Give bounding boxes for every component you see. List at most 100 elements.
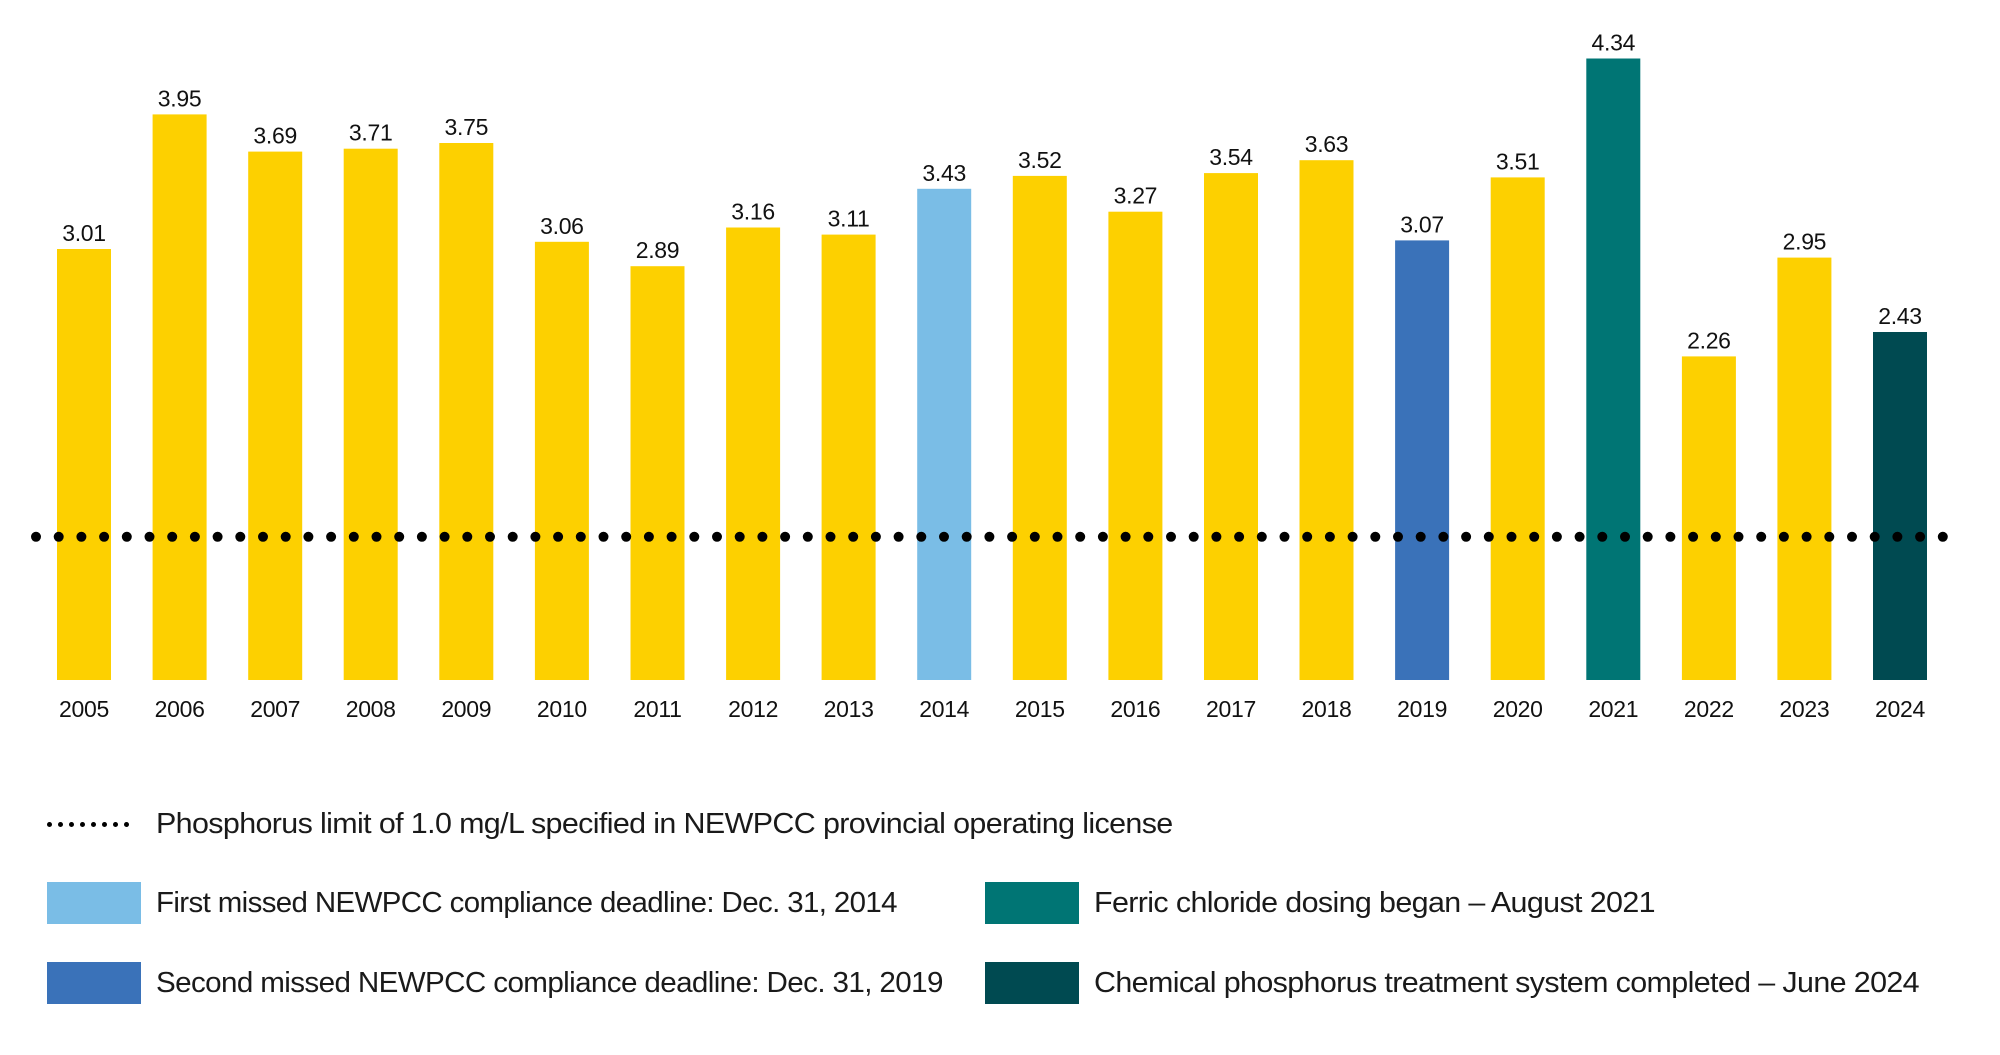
reference-line-dot [1166,531,1176,542]
bar-2010 [534,241,589,681]
bar-2019 [1395,240,1450,680]
x-tick-label-2023: 2023 [1779,696,1829,722]
x-tick-label-2010: 2010 [537,696,587,722]
reference-line-dot [1279,531,1290,542]
legend-dot [113,821,118,827]
legend-dot [102,821,107,827]
x-tick-label-2021: 2021 [1588,696,1638,722]
reference-line-dot [1847,531,1857,542]
legend-swatch-dark-teal [985,962,1079,1004]
legend-dot [91,821,96,827]
reference-line-dot [76,531,87,542]
reference-line-dot [1824,531,1835,542]
reference-line-dot [121,531,132,542]
reference-line-dot [575,531,586,542]
bar-2017 [1204,173,1258,680]
x-tick-label-2017: 2017 [1206,696,1256,722]
reference-line-dot [1461,531,1472,542]
x-tick-label-2008: 2008 [346,696,396,722]
reference-line-dot [1415,531,1426,542]
reference-line-dot [1029,531,1040,542]
reference-line-dot [1688,531,1699,542]
reference-line-dot [1778,531,1789,542]
x-tick-label-2015: 2015 [1015,696,1065,722]
value-label-2005: 3.01 [62,220,106,246]
reference-line-dot [757,531,768,542]
reference-line-dot [1756,531,1767,542]
x-tick-label-2019: 2019 [1397,696,1447,722]
bar-2015 [1012,175,1067,680]
x-tick-label-2011: 2011 [633,696,681,722]
value-label-2023: 2.95 [1783,229,1827,255]
value-label-2007: 3.69 [253,123,297,149]
reference-line-dot [167,531,178,542]
reference-line-dot [1710,531,1721,542]
x-tick-label-2012: 2012 [728,696,778,722]
x-axis-tick-labels: 2005 2006 2007 2008 2009 2010 2011 2012 2013 2014… [59,696,1926,722]
reference-line-dot [530,531,541,542]
legend-label: Chemical phosphorus treatment system com… [1094,966,1920,999]
bars-group [57,58,1927,681]
bar-2007 [248,151,303,681]
value-labels-group: 3.01 3.95 3.69 3.71 3.75 3.06 2.89 3.16 3.11 3.43… [62,30,1922,354]
reference-line-dot [916,531,927,542]
legend-label: Ferric chloride dosing began – August 20… [1094,886,1656,919]
bar-2012 [726,227,781,680]
reference-line-dot [1143,531,1154,542]
reference-line-dot [643,531,654,542]
reference-line-dot [802,531,813,542]
reference-line-dot [553,531,564,542]
reference-line-dot [1324,531,1335,542]
legend-swatch-light-blue [47,882,141,924]
reference-line-dot [1665,531,1676,542]
reference-line-dot [1234,531,1245,542]
reference-line-dot [870,531,881,542]
x-tick-label-2020: 2020 [1493,696,1543,722]
reference-line-dot [99,531,110,542]
reference-line-dot [734,531,745,542]
legend-label: Phosphorus limit of 1.0 mg/L specified i… [156,807,1173,840]
legend-swatch-teal [985,882,1079,924]
phosphorus-bar-chart: 3.01 3.95 3.69 3.71 3.75 3.06 2.89 3.16 3.11 3.43… [31,30,1948,722]
reference-line-dot [598,531,609,542]
legend-dot [47,821,52,827]
reference-line-dot [1915,531,1926,542]
reference-line-dot [1302,531,1313,542]
reference-line-dot [507,531,518,542]
x-tick-label-2014: 2014 [919,696,969,722]
value-label-2018: 3.63 [1305,131,1349,157]
reference-line-dot [1892,531,1903,542]
legend-item-chemical-treatment: Chemical phosphorus treatment system com… [985,962,1920,1004]
reference-line-dot [1801,531,1812,542]
reference-line-dot [1007,531,1018,542]
bar-2013 [821,234,876,680]
bar-2006 [152,114,207,680]
value-label-2006: 3.95 [158,85,202,111]
bar-2018 [1299,160,1354,680]
reference-line-dot [394,531,405,542]
bar-2008 [343,148,398,680]
reference-line-dot [53,531,64,542]
x-tick-label-2018: 2018 [1302,696,1352,722]
legend-label: Second missed NEWPCC compliance deadline… [156,966,943,999]
reference-line-dot [689,531,700,542]
bar-2020 [1490,177,1545,680]
value-label-2014: 3.43 [922,160,966,186]
value-label-2013: 3.11 [828,206,870,232]
bar-2011 [630,266,685,680]
bar-2024 [1873,332,1927,680]
bar-2016 [1108,211,1163,680]
reference-line-dot [621,531,632,542]
reference-line-dot [666,531,677,542]
reference-line-dot [144,531,155,542]
bar-2023 [1777,257,1832,680]
bar-2005 [57,249,111,680]
reference-line-dot [212,531,223,542]
x-tick-label-2006: 2006 [155,696,205,722]
bar-2014 [917,188,972,681]
reference-line-dot [1120,531,1131,542]
reference-line-dot [1733,531,1744,542]
value-label-2024: 2.43 [1878,303,1922,329]
legend-item-phosphorus-limit: Phosphorus limit of 1.0 mg/L specified i… [47,806,1173,842]
reference-line-dot [1574,531,1585,542]
